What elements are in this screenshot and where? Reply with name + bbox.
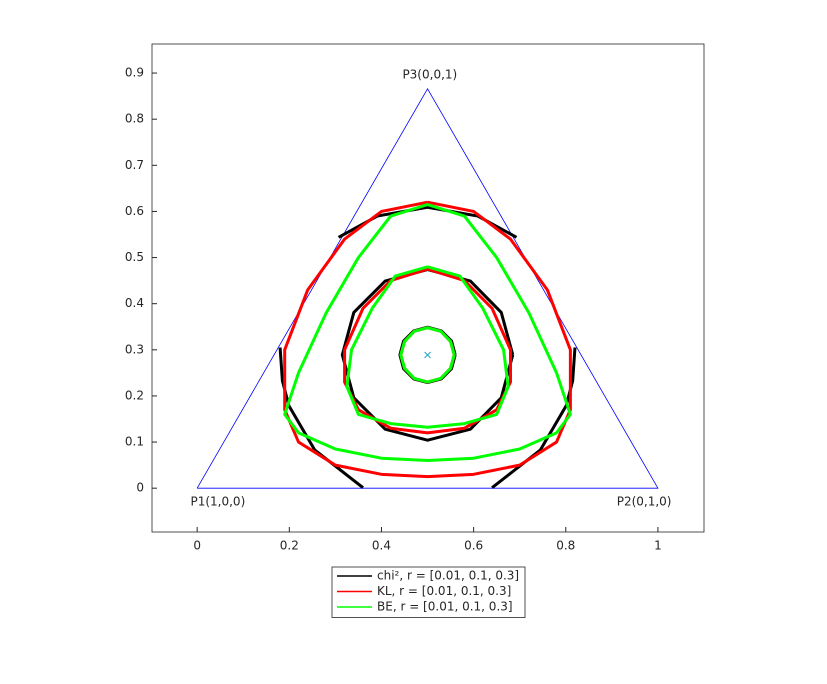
y-tick-label: 0.4: [125, 296, 144, 310]
y-tick-label: 0.3: [125, 342, 144, 356]
simplex: [196, 87, 659, 489]
x-tick-label: 0: [193, 539, 201, 553]
annotation: P2(0,1,0): [617, 495, 672, 509]
x-tick-label: 0.2: [280, 539, 299, 553]
x-tick-label: 0.4: [372, 539, 391, 553]
x-tick-label: 0.8: [556, 539, 575, 553]
y-tick-label: 0.7: [125, 158, 144, 172]
legend-label: KL, r = [0.01, 0.1, 0.3]: [377, 584, 511, 598]
y-tick-label: 0.9: [125, 66, 144, 80]
annotation: P1(1,0,0): [190, 495, 245, 509]
y-tick-label: 0.1: [125, 435, 144, 449]
series-line: [283, 203, 572, 463]
y-tick-label: 0: [136, 481, 144, 495]
plot-area: [151, 43, 705, 533]
y-tick-label: 0.2: [125, 388, 144, 402]
y-tick-label: 0.6: [125, 204, 144, 218]
x-tick-label: 1: [654, 539, 662, 553]
x-tick-label: 0.6: [464, 539, 483, 553]
y-tick-label: 0.8: [125, 112, 144, 126]
center-marker: [424, 351, 431, 359]
annotation: P3(0,0,1): [402, 67, 457, 81]
legend-label: BE, r = [0.01, 0.1, 0.3]: [377, 600, 513, 614]
legend-label: chi², r = [0.01, 0.1, 0.3]: [377, 569, 519, 583]
y-tick-label: 0.5: [125, 250, 144, 264]
